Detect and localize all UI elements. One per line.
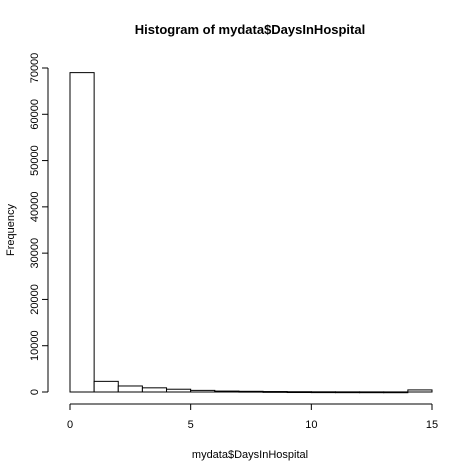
chart-title: Histogram of mydata$DaysInHospital <box>135 22 365 37</box>
bars-group <box>69 72 433 394</box>
histogram-bar <box>262 391 288 393</box>
x-tick-label: 15 <box>426 419 438 431</box>
histogram-bar <box>93 380 119 393</box>
histogram-bar <box>310 391 336 394</box>
histogram-bar <box>238 390 264 393</box>
histogram-bar <box>383 391 409 394</box>
y-tick-label: 70000 <box>29 53 41 84</box>
x-axis: 0 5 10 15 <box>67 403 438 431</box>
y-axis-label: Frequency <box>5 204 17 256</box>
y-tick-label: 30000 <box>29 238 41 269</box>
histogram-bar <box>334 391 361 394</box>
y-axis: 0 10000 20000 30000 40000 50000 60000 70000 <box>29 53 49 395</box>
y-tick-label: 10000 <box>29 330 41 361</box>
histogram-bar <box>166 388 192 393</box>
histogram-bar <box>214 390 240 393</box>
histogram-bar <box>141 387 168 393</box>
histogram-bar <box>286 391 312 394</box>
histogram-bar <box>69 72 95 393</box>
x-axis-label: mydata$DaysInHospital <box>192 449 308 461</box>
x-tick-label: 0 <box>67 419 73 431</box>
y-tick-label: 40000 <box>29 192 41 223</box>
y-tick-label: 50000 <box>29 145 41 176</box>
histogram-bar <box>117 385 143 393</box>
x-tick-label: 5 <box>188 419 194 431</box>
y-tick-label: 60000 <box>29 99 41 130</box>
histogram-bar <box>190 389 216 393</box>
y-tick-label: 20000 <box>29 284 41 315</box>
histogram-bar <box>407 389 433 393</box>
x-tick-label: 10 <box>305 419 317 431</box>
y-tick-label: 0 <box>29 389 41 395</box>
histogram-bar <box>359 391 385 394</box>
